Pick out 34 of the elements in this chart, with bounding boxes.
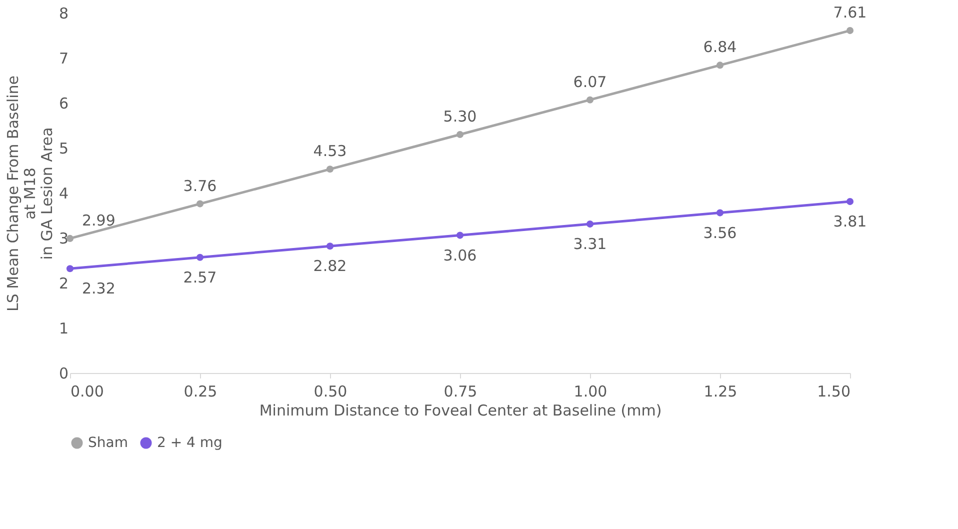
data-label: 6.07 — [573, 72, 607, 91]
data-label: 2.32 — [82, 280, 116, 298]
x-tick-label: 0.25 — [184, 382, 218, 400]
x-tick-label: 0.00 — [70, 382, 104, 400]
data-label: 5.30 — [443, 108, 477, 126]
y-tick-label: 4 — [58, 184, 68, 202]
data-label: 3.06 — [443, 246, 477, 264]
data-label: 7.61 — [833, 4, 867, 22]
y-tick-label: 2 — [58, 274, 68, 292]
data-label: 6.84 — [703, 38, 737, 56]
data-label: 3.76 — [183, 176, 217, 195]
data-label: 2.57 — [183, 268, 217, 286]
data-label: 2.82 — [313, 257, 347, 276]
y-tick-label: 8 — [58, 4, 68, 22]
data-label: 3.56 — [703, 224, 737, 242]
data-label: 2.99 — [82, 211, 116, 230]
y-tick-label: 3 — [58, 230, 68, 248]
legend-label: Sham — [88, 435, 128, 451]
x-tick-label: 1.25 — [704, 382, 738, 400]
y-tick-label: 5 — [58, 140, 68, 158]
y-axis-title: LS Mean Change From Baseline at M18 in GA Lesion Area — [4, 75, 56, 312]
y-tick-label: 6 — [58, 94, 68, 112]
data-label: 3.81 — [833, 212, 867, 231]
x-tick-label: 0.50 — [314, 382, 348, 400]
x-axis-title: Minimum Distance to Foveal Center at Baseline (mm) — [259, 402, 662, 420]
x-tick-label: 1.00 — [574, 382, 608, 400]
x-tick-label: 0.75 — [444, 382, 478, 400]
data-label: 4.53 — [313, 142, 347, 160]
y-tick-label: 1 — [58, 320, 68, 338]
legend-label: 2 + 4 mg — [157, 435, 222, 451]
x-tick-label: 1.50 — [817, 382, 850, 400]
y-tick-label: 7 — [58, 50, 68, 68]
y-tick-label: 0 — [58, 364, 68, 382]
data-label: 3.31 — [573, 235, 607, 254]
